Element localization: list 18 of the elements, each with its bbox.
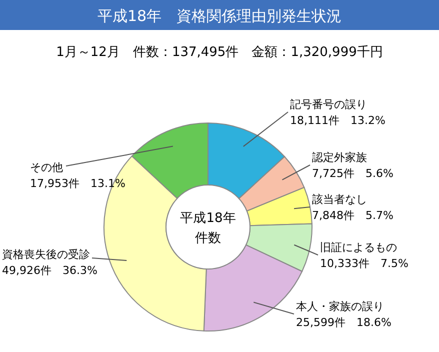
slice-label: 該当者なし — [312, 193, 367, 206]
slice-label: 旧証によるもの — [320, 241, 397, 254]
data-label: 49,926件 36.3% — [2, 264, 98, 277]
data-label: 17,953件 13.1% — [30, 177, 126, 190]
donut-center-label: 平成18年 件数 — [166, 184, 250, 270]
data-label: 25,599件 18.6% — [296, 316, 392, 329]
data-label: 7,725件 5.6% — [312, 167, 394, 180]
slice-label: 記号番号の誤り — [290, 98, 367, 111]
data-label: 18,111件 13.2% — [290, 114, 386, 127]
data-label: 7,848件 5.7% — [312, 209, 394, 222]
chart-subtitle: 1月～12月 件数：137,495件 金額：1,320,999千円 — [56, 45, 383, 60]
slice-label: 資格喪失後の受診 — [2, 248, 90, 261]
slice-label: 認定外家族 — [312, 151, 367, 164]
data-label: 10,333件 7.5% — [320, 257, 408, 270]
slice-label: その他 — [30, 161, 63, 174]
title-banner: 平成18年 資格関係理由別発生状況 — [0, 0, 439, 30]
slice-label: 本人・家族の誤り — [296, 300, 384, 313]
chart-title: 平成18年 資格関係理由別発生状況 — [97, 7, 342, 25]
